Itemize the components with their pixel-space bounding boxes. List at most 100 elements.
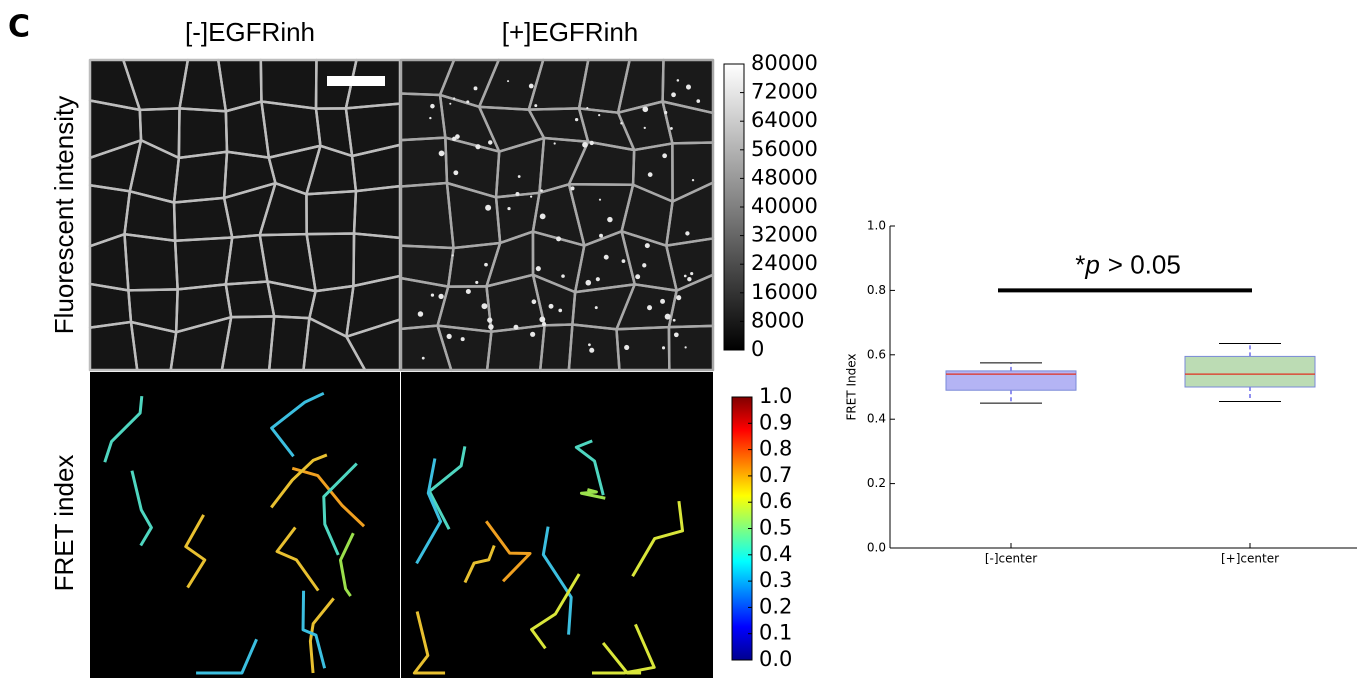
- colorbar-tick-label: 72000: [751, 80, 818, 104]
- vesicle: [439, 150, 445, 156]
- vesicle: [582, 142, 588, 148]
- vesicle: [589, 348, 594, 353]
- y-tick-label: 0.4: [867, 412, 886, 426]
- vesicle: [466, 289, 471, 294]
- vesicle: [449, 103, 451, 105]
- vesicle: [588, 343, 591, 346]
- vesicle: [530, 195, 532, 197]
- vesicle: [542, 322, 546, 326]
- vesicle: [648, 172, 653, 177]
- vesicle: [642, 263, 646, 267]
- colorbar-tick-label: 80000: [751, 51, 818, 75]
- vesicle: [556, 236, 561, 241]
- vesicle: [452, 254, 454, 256]
- vesicle: [540, 189, 543, 192]
- vesicle: [662, 153, 667, 158]
- vesicle: [665, 314, 671, 320]
- colorbar-tick-label: 32000: [751, 223, 818, 247]
- colorbar-tick-label: 56000: [751, 137, 818, 161]
- column-label: [+]EGFRinh: [502, 17, 639, 47]
- vesicle: [549, 304, 554, 309]
- vesicle: [671, 92, 676, 97]
- colorbar-tick-label: 0.4: [759, 542, 792, 566]
- vesicle: [539, 316, 545, 322]
- colorbar-tick-label: 16000: [751, 280, 818, 304]
- vesicle: [466, 100, 469, 103]
- vesicle: [485, 205, 491, 211]
- vesicle: [620, 122, 623, 125]
- colorbar-tick-label: 8000: [751, 308, 804, 332]
- vesicle: [647, 305, 652, 310]
- vesicle: [534, 104, 537, 107]
- panel-label: C: [8, 10, 30, 45]
- colorbar-tick-label: 48000: [751, 165, 818, 189]
- vesicle: [676, 295, 681, 300]
- vesicle: [453, 170, 458, 175]
- colorbar-tick-label: 0.0: [759, 647, 792, 671]
- vesicle: [429, 117, 431, 119]
- y-tick-label: 0.6: [867, 347, 886, 361]
- vesicle: [590, 141, 594, 145]
- vesicle: [599, 199, 601, 201]
- vesicle: [453, 97, 455, 99]
- colorbar-tick-label: 0.3: [759, 568, 792, 592]
- vesicle: [484, 263, 488, 267]
- vesicle: [599, 234, 603, 238]
- vesicle: [586, 107, 588, 109]
- y-tick-label: 0.2: [867, 476, 886, 490]
- vesicle: [673, 319, 676, 322]
- scale-bar: [327, 76, 385, 86]
- significance-part: *: [1075, 249, 1085, 279]
- vesicle: [561, 274, 565, 278]
- vesicle: [635, 274, 640, 279]
- vesicle: [596, 277, 600, 281]
- significance-part: p: [1084, 249, 1099, 279]
- colorbar-tick-label: 0: [751, 337, 764, 361]
- significance-label: *p> 0.05: [1075, 249, 1181, 279]
- vesicle: [687, 277, 691, 281]
- vesicle: [664, 111, 667, 114]
- vesicle: [558, 309, 562, 313]
- x-tick-label: [-]center: [985, 552, 1037, 566]
- vesicle: [575, 118, 578, 121]
- vesicle: [530, 332, 535, 337]
- image-panel: [401, 60, 713, 370]
- vesicle: [447, 334, 452, 339]
- vesicle: [507, 80, 509, 82]
- y-axis-label: FRET Index: [845, 353, 859, 420]
- colorbar-tick-label: 0.5: [759, 516, 792, 540]
- vesicle: [422, 357, 425, 360]
- colorbar-tick-label: 1.0: [759, 384, 792, 408]
- vesicle: [624, 345, 629, 350]
- vesicle: [662, 346, 665, 349]
- colorbar-tick-label: 0.9: [759, 410, 792, 434]
- row-label: Fluorescent intensity: [49, 96, 79, 334]
- y-tick-label: 0.0: [867, 541, 886, 555]
- vesicle: [674, 332, 679, 337]
- vesicle: [644, 127, 646, 129]
- vesicle: [431, 293, 434, 296]
- y-tick-label: 0.8: [867, 283, 886, 297]
- micrographs: [90, 60, 713, 678]
- vesicle: [685, 346, 687, 348]
- vesicle: [515, 192, 519, 196]
- colorbar-tick-label: 0.8: [759, 437, 792, 461]
- vesicle: [684, 275, 687, 278]
- vesicle: [540, 213, 546, 219]
- vesicle: [690, 272, 693, 275]
- vesicle: [438, 294, 443, 299]
- vesicle: [461, 337, 465, 341]
- vesicle: [514, 325, 519, 330]
- vesicle: [554, 142, 556, 144]
- vesicle: [475, 144, 480, 149]
- vesicle: [430, 104, 435, 109]
- vesicle: [645, 243, 650, 248]
- vesicle: [677, 79, 680, 82]
- vesicle: [692, 179, 694, 181]
- figure: C [-]EGFRinh [+]EGFRinh Fluorescent inte…: [0, 0, 1357, 678]
- vesicle: [686, 85, 691, 90]
- vesicle: [595, 306, 598, 309]
- y-tick-label: 1.0: [867, 219, 886, 233]
- vesicle: [585, 280, 591, 286]
- vesicle: [475, 281, 478, 284]
